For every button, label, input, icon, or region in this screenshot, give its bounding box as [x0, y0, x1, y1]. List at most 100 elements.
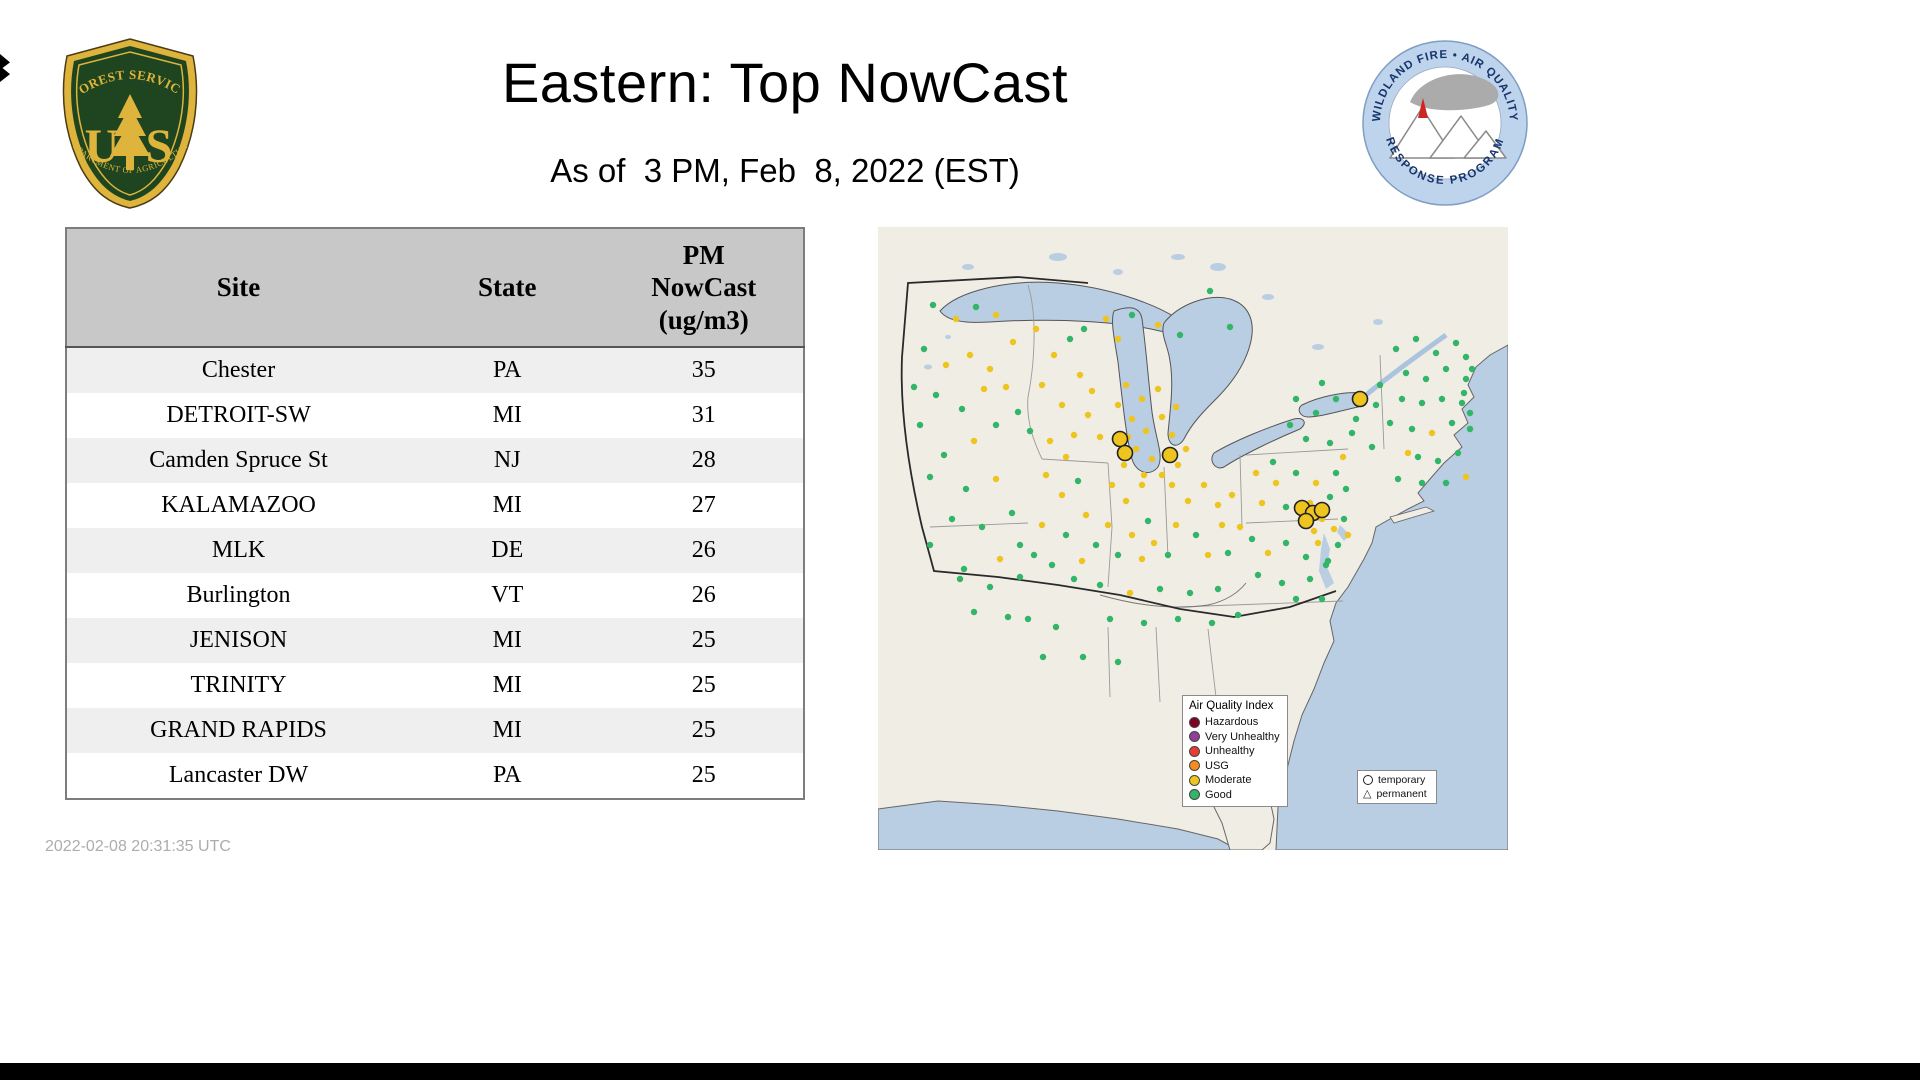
- monitor-dot: [1070, 431, 1078, 439]
- monitor-dot: [1278, 579, 1286, 587]
- monitor-dot: [1030, 551, 1038, 559]
- monitor-dot: [1204, 551, 1212, 559]
- monitor-dot: [1076, 371, 1084, 379]
- top-site-marker: [1297, 512, 1315, 530]
- bottom-bar: [0, 1063, 1920, 1080]
- monitor-dot: [1032, 325, 1040, 333]
- monitor-dot: [1174, 461, 1182, 469]
- monitor-dot: [1206, 287, 1214, 295]
- monitor-dot: [1048, 561, 1056, 569]
- monitor-dot: [1402, 369, 1410, 377]
- monitor-dot: [1128, 531, 1136, 539]
- monitor-dot: [1002, 383, 1010, 391]
- monitor-dot: [1138, 555, 1146, 563]
- monitor-dot: [1344, 531, 1352, 539]
- monitor-dot: [1318, 379, 1326, 387]
- aqi-color-dot: [1189, 745, 1200, 757]
- site-cell: Chester: [66, 347, 411, 394]
- monitor-dot: [1066, 335, 1074, 343]
- monitor-dot: [1314, 539, 1322, 547]
- logo-letter-s: S: [146, 120, 173, 173]
- shape-legend-item: △ permanent: [1363, 787, 1431, 801]
- monitor-dot: [1228, 491, 1236, 499]
- table-row: JENISON MI 25: [66, 618, 804, 664]
- monitor-dot: [1326, 493, 1334, 501]
- monitor-dot: [1039, 653, 1047, 661]
- monitor-dot: [1186, 589, 1194, 597]
- monitor-dot: [1462, 473, 1470, 481]
- gulf-of-mexico: [878, 800, 1239, 850]
- monitor-dots-layer: [910, 287, 1476, 666]
- monitor-dot: [929, 301, 937, 309]
- monitor-dot: [1192, 531, 1200, 539]
- monitor-dot: [1168, 481, 1176, 489]
- state-cell: MI: [410, 393, 605, 439]
- screen-edge-artifact: [0, 54, 10, 82]
- table-row: Burlington VT 26: [66, 573, 804, 619]
- monitor-dot: [1082, 511, 1090, 519]
- table-header-row: Site State PM NowCast (ug/m3): [66, 228, 804, 349]
- state-cell: MI: [410, 708, 605, 754]
- nowcast-table: Site State PM NowCast (ug/m3) Chester PA 3…: [65, 227, 805, 801]
- monitor-dot: [952, 315, 960, 323]
- monitor-dot: [1252, 469, 1260, 477]
- monitor-dot: [1282, 503, 1290, 511]
- monitor-dot: [1108, 481, 1116, 489]
- monitor-dot: [1324, 557, 1332, 565]
- monitor-dot: [1128, 415, 1136, 423]
- monitor-dot: [1462, 353, 1470, 361]
- state-borders: [929, 284, 1385, 703]
- monitor-dot: [1302, 435, 1310, 443]
- monitor-dot: [1434, 457, 1442, 465]
- monitor-dot: [1224, 549, 1232, 557]
- monitor-dot: [1462, 375, 1470, 383]
- monitor-dot: [932, 391, 940, 399]
- page-title: Eastern: Top NowCast: [501, 51, 1069, 114]
- monitor-dot: [1092, 541, 1100, 549]
- monitor-dot: [1460, 389, 1468, 397]
- smoke-plume-icon: [1410, 74, 1499, 111]
- monitor-dot: [972, 303, 980, 311]
- monitor-dot: [1026, 427, 1034, 435]
- top-site-marker: [1313, 501, 1331, 519]
- monitor-dot: [1318, 595, 1326, 603]
- aqi-legend: Air Quality Index Hazardous Very Unhealth…: [1182, 695, 1288, 807]
- value-cell: 28: [604, 438, 804, 484]
- monitor-dot: [1172, 403, 1180, 411]
- table-row: GRAND RAPIDS MI 25: [66, 708, 804, 754]
- monitor-dot: [1096, 581, 1104, 589]
- generation-timestamp: 2022-02-08 20:31:35 UTC: [45, 838, 231, 855]
- flame-icon: [1418, 98, 1428, 118]
- site-column-header: Site: [66, 228, 411, 349]
- monitor-dot: [1008, 509, 1016, 517]
- monitor-dot: [958, 405, 966, 413]
- monitor-dot: [1138, 395, 1146, 403]
- monitor-dot: [1248, 535, 1256, 543]
- monitor-dot: [970, 608, 978, 616]
- aqi-color-dot: [1189, 789, 1200, 801]
- table-row: Lancaster DW PA 25: [66, 753, 804, 800]
- site-cell: TRINITY: [66, 663, 411, 709]
- monitor-dot: [1330, 525, 1338, 533]
- monitor-dot: [1418, 479, 1426, 487]
- monitor-dot: [1016, 541, 1024, 549]
- monitor-dot: [942, 361, 950, 369]
- site-cell: GRAND RAPIDS: [66, 708, 411, 754]
- monitor-dot: [1168, 431, 1176, 439]
- monitor-dot: [1432, 349, 1440, 357]
- lake-huron: [1162, 297, 1253, 446]
- aqi-legend-item: Good: [1189, 788, 1281, 803]
- state-cell: VT: [410, 573, 605, 619]
- monitor-dot: [1184, 497, 1192, 505]
- monitor-dot: [1448, 419, 1456, 427]
- monitor-dot: [1368, 443, 1376, 451]
- monitor-dot: [970, 437, 978, 445]
- monitor-dot: [1442, 365, 1450, 373]
- monitor-dot: [980, 385, 988, 393]
- table-row: Chester PA 35: [66, 347, 804, 394]
- monitor-dot: [1334, 541, 1342, 549]
- monitor-dot: [1024, 615, 1032, 623]
- monitor-dot: [1156, 585, 1164, 593]
- monitor-dot: [1004, 613, 1012, 621]
- site-cell: KALAMAZOO: [66, 483, 411, 529]
